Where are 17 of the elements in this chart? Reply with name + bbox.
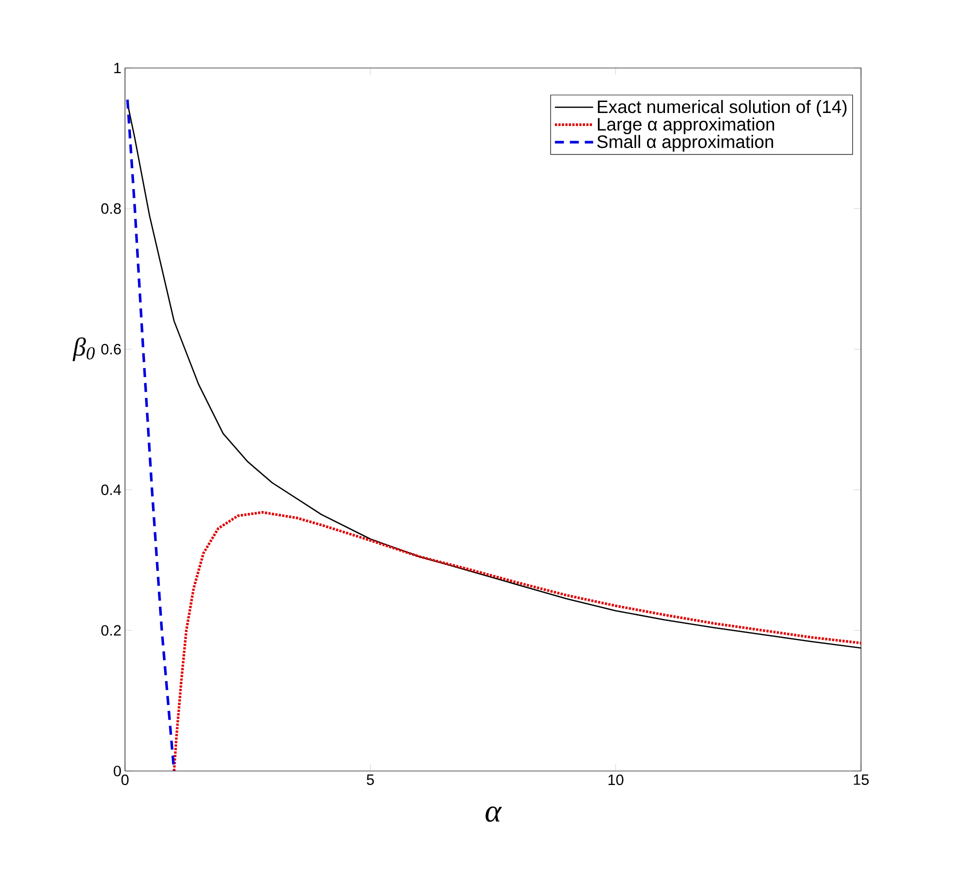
x-tick-label: 10: [608, 774, 624, 786]
x-tick-label: 15: [854, 774, 869, 785]
y-axis-title: β$_{0}$: [72, 337, 95, 362]
legend-label: Large α approximation: [598, 117, 774, 134]
line-series: [126, 98, 176, 771]
y-tick-label: 1: [114, 62, 121, 74]
x-axis-title: α: [486, 806, 502, 822]
y-tick-label: 0: [114, 766, 121, 776]
legend-label: Exact numerical solution of (14): [598, 100, 846, 117]
y-tick-label: 0.8: [101, 203, 121, 214]
y-tick-label: 0.6: [101, 344, 121, 354]
x-tick-label: 0: [121, 774, 129, 786]
y-tick-label: 0.4: [101, 484, 122, 496]
x-tick-label: 5: [366, 774, 374, 785]
y-tick-label: 0.2: [101, 625, 121, 636]
line-series: [172, 510, 862, 771]
legend-label: Small α approximation: [597, 134, 774, 152]
